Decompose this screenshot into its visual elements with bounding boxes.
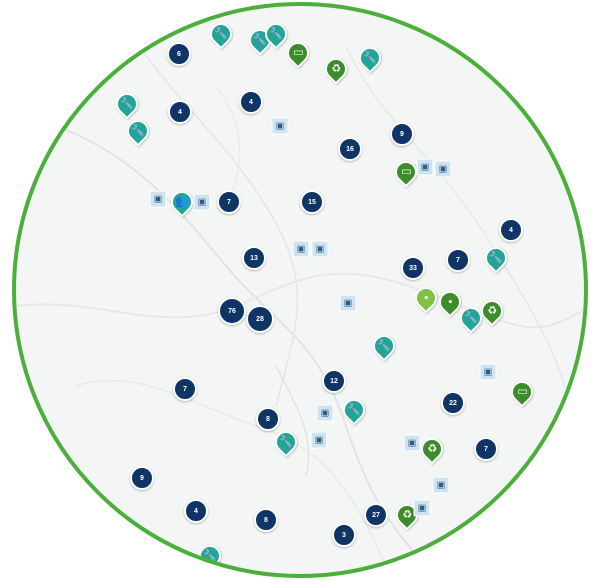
map-viewport[interactable]: 6 4 4 9 16 7 15 13 4 33 7 76 28 7 12 22 … xyxy=(12,2,588,578)
facility-marker[interactable]: ▣ xyxy=(149,190,167,208)
wrench-icon: 🔧 xyxy=(120,97,134,110)
facility-marker[interactable]: ▣ xyxy=(292,240,310,258)
facility-icon: ▣ xyxy=(275,120,285,131)
facility-icon: ▣ xyxy=(436,479,446,490)
cluster-marker[interactable]: 28 xyxy=(246,305,274,333)
wrench-icon: 🔧 xyxy=(214,27,228,40)
battery-icon: ▭ xyxy=(400,165,412,178)
cluster-marker[interactable]: 27 xyxy=(364,503,388,527)
facility-icon: ▣ xyxy=(320,407,330,418)
wrench-icon: 🔧 xyxy=(377,339,391,352)
store-icon: ▪ xyxy=(424,291,428,304)
facility-marker[interactable]: ▣ xyxy=(271,117,289,135)
battery-icon: ▭ xyxy=(516,385,528,398)
recycle-icon: ♻ xyxy=(402,508,412,521)
cluster-marker[interactable]: 8 xyxy=(256,407,280,431)
facility-marker[interactable]: ▣ xyxy=(193,193,211,211)
facility-marker[interactable]: ▣ xyxy=(432,476,450,494)
facility-icon: ▣ xyxy=(438,163,448,174)
cluster-marker[interactable]: 9 xyxy=(130,466,154,490)
facility-icon: ▣ xyxy=(483,366,493,377)
facility-icon: ▣ xyxy=(407,437,417,448)
cluster-marker[interactable]: 4 xyxy=(239,90,263,114)
cluster-marker[interactable]: 12 xyxy=(322,369,346,393)
facility-marker[interactable]: ▣ xyxy=(416,158,434,176)
recycle-icon: ♻ xyxy=(427,442,437,455)
cluster-marker[interactable]: 4 xyxy=(168,100,192,124)
facility-icon: ▣ xyxy=(417,502,427,513)
cluster-marker[interactable]: 9 xyxy=(390,122,414,146)
facility-icon: ▣ xyxy=(315,243,325,254)
wrench-icon: 🔧 xyxy=(489,251,503,264)
facility-marker[interactable]: ▣ xyxy=(311,240,329,258)
cluster-marker[interactable]: 15 xyxy=(300,190,324,214)
cluster-marker[interactable]: 7 xyxy=(217,190,241,214)
cluster-marker[interactable]: 3 xyxy=(332,523,356,547)
facility-marker[interactable]: ▣ xyxy=(479,363,497,381)
facility-icon: ▣ xyxy=(296,243,306,254)
store-icon: ▪ xyxy=(448,295,452,308)
cluster-marker[interactable]: 7 xyxy=(446,248,470,272)
facility-marker[interactable]: ▣ xyxy=(310,431,328,449)
facility-icon: ▣ xyxy=(420,161,430,172)
wrench-icon: 🔧 xyxy=(347,403,361,416)
facility-marker[interactable]: ▣ xyxy=(413,499,431,517)
wrench-icon: 🔧 xyxy=(269,27,283,40)
recycle-icon: ♻ xyxy=(487,304,497,317)
cluster-marker[interactable]: 7 xyxy=(173,377,197,401)
facility-icon: ▣ xyxy=(343,297,353,308)
cluster-marker[interactable]: 22 xyxy=(441,391,465,415)
facility-marker[interactable]: ▣ xyxy=(316,404,334,422)
cluster-marker[interactable]: 8 xyxy=(254,508,278,532)
recycle-icon: ♻ xyxy=(331,62,341,75)
wrench-icon: 🔧 xyxy=(279,435,293,448)
people-icon: 👥 xyxy=(175,195,189,208)
facility-marker[interactable]: ▣ xyxy=(434,160,452,178)
map-background xyxy=(16,6,584,574)
cluster-marker[interactable]: 76 xyxy=(218,297,246,325)
battery-icon: ▭ xyxy=(292,46,304,59)
cluster-marker[interactable]: 7 xyxy=(474,437,498,461)
wrench-icon: 🔧 xyxy=(203,549,217,562)
cluster-marker[interactable]: 4 xyxy=(499,218,523,242)
facility-icon: ▣ xyxy=(153,193,163,204)
facility-marker[interactable]: ▣ xyxy=(339,294,357,312)
wrench-icon: 🔧 xyxy=(464,311,478,324)
facility-icon: ▣ xyxy=(314,434,324,445)
cluster-marker[interactable]: 4 xyxy=(184,499,208,523)
facility-marker[interactable]: ▣ xyxy=(403,434,421,452)
facility-icon: ▣ xyxy=(197,196,207,207)
cluster-marker[interactable]: 13 xyxy=(242,246,266,270)
cluster-marker[interactable]: 6 xyxy=(167,42,191,66)
wrench-icon: 🔧 xyxy=(363,51,377,64)
wrench-icon: 🔧 xyxy=(131,124,145,137)
cluster-marker[interactable]: 33 xyxy=(401,256,425,280)
cluster-marker[interactable]: 16 xyxy=(338,137,362,161)
